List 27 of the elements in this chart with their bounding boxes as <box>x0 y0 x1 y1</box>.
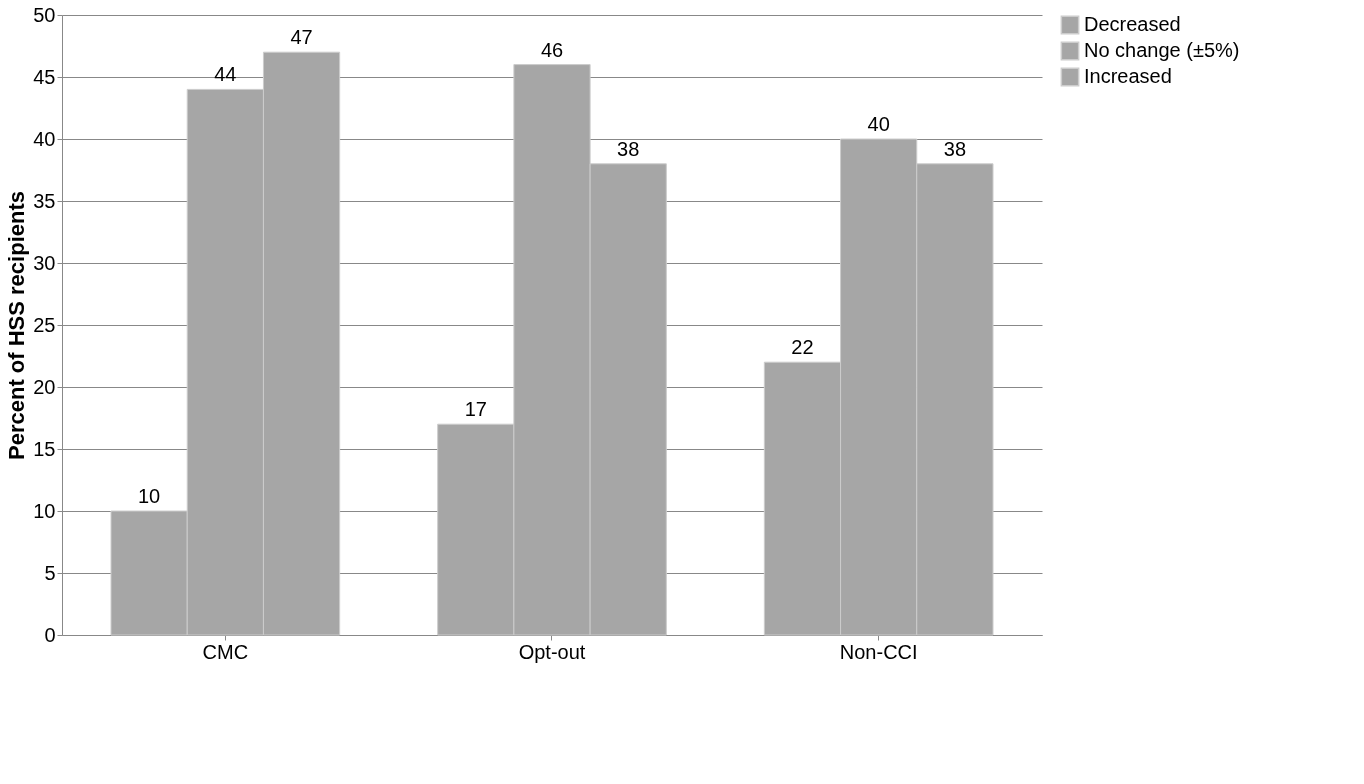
data-label: 22 <box>791 336 814 359</box>
y-tick-label: 25 <box>33 313 56 336</box>
y-tick-label: 40 <box>33 127 56 150</box>
x-tick-label: Opt-out <box>518 640 586 663</box>
data-label: 44 <box>214 63 237 86</box>
legend-label: No change (±5%) <box>1084 39 1240 61</box>
x-tick-label: CMC <box>202 640 249 663</box>
y-tick-label: 10 <box>33 499 56 522</box>
data-label: 38 <box>617 137 640 160</box>
y-tick-label: 50 <box>33 3 56 26</box>
data-label: 10 <box>137 485 161 507</box>
legend-label: Increased <box>1084 65 1172 87</box>
y-tick-label: 35 <box>33 189 56 212</box>
x-tick-label: Non-CCI <box>839 640 918 663</box>
legend-label: Decreased <box>1084 13 1181 35</box>
y-tick-label: 45 <box>33 65 56 88</box>
data-label: 17 <box>464 398 487 421</box>
y-tick-label: 20 <box>33 375 56 398</box>
data-label: 40 <box>867 113 890 135</box>
data-label: 47 <box>290 26 313 49</box>
y-tick-label: 5 <box>44 561 56 584</box>
data-label: 38 <box>943 137 967 160</box>
y-tick-label: 30 <box>33 251 56 274</box>
y-tick-label: 0 <box>44 623 56 646</box>
data-label: 46 <box>540 38 564 61</box>
y-axis-title: Percent of HSS recipients <box>4 191 30 460</box>
y-tick-label: 15 <box>33 437 56 460</box>
